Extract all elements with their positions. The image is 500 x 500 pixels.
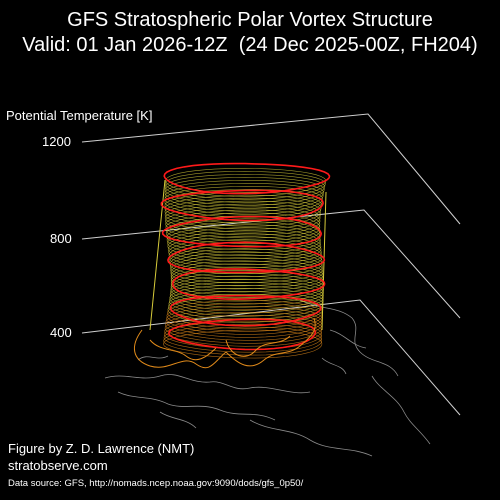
z-axis-label: Potential Temperature [K] <box>6 108 153 123</box>
isosurface-slice <box>164 174 326 203</box>
tick-400: 400 <box>50 325 72 340</box>
isosurface-slice <box>170 254 324 284</box>
isosurface-slice <box>165 171 326 200</box>
axis-frame <box>81 113 461 416</box>
isosurface-slice <box>164 206 321 236</box>
isosurface-slice <box>170 251 323 280</box>
chart-title: GFS Stratospheric Polar Vortex Structure <box>67 9 433 31</box>
isosurface-slice <box>164 177 325 206</box>
isosurface-slice <box>164 200 321 230</box>
author-credit: Figure by Z. D. Lawrence (NMT) <box>8 441 195 456</box>
contour-ring <box>167 241 326 274</box>
vortex-contour-rings <box>160 162 331 351</box>
level-line-800 <box>81 209 461 319</box>
isosurface-slice <box>165 168 327 197</box>
chart-subtitle: Valid: 01 Jan 2026-12Z (24 Dec 2025-00Z,… <box>22 34 478 56</box>
contour-ring <box>168 318 317 351</box>
isosurface-slice <box>164 317 322 347</box>
isosurface-slice <box>164 183 324 212</box>
level-line-1200 <box>81 113 461 225</box>
vortex-base <box>134 317 316 369</box>
isosurface-slice <box>165 311 323 341</box>
site-credit: stratobserve.com <box>8 458 108 473</box>
contour-ring <box>169 294 322 327</box>
isosurface-slice <box>164 203 321 233</box>
isosurface-slice <box>163 323 322 353</box>
isosurface-slice <box>164 194 322 224</box>
isosurface-slice <box>165 212 321 242</box>
coastline-map <box>104 299 431 457</box>
isosurface-slice <box>162 329 323 359</box>
tick-800: 800 <box>50 231 72 246</box>
isosurface-slice <box>170 257 324 287</box>
isosurface-slice <box>165 309 323 338</box>
isosurface-slice <box>164 315 323 344</box>
isosurface-slice <box>165 209 321 239</box>
isosurface-slice <box>164 197 321 227</box>
data-source: Data source: GFS, http://nomads.ncep.noa… <box>8 478 304 489</box>
isosurface-slice <box>163 326 323 356</box>
isosurface-slice <box>164 180 325 209</box>
tick-1200: 1200 <box>42 134 71 149</box>
